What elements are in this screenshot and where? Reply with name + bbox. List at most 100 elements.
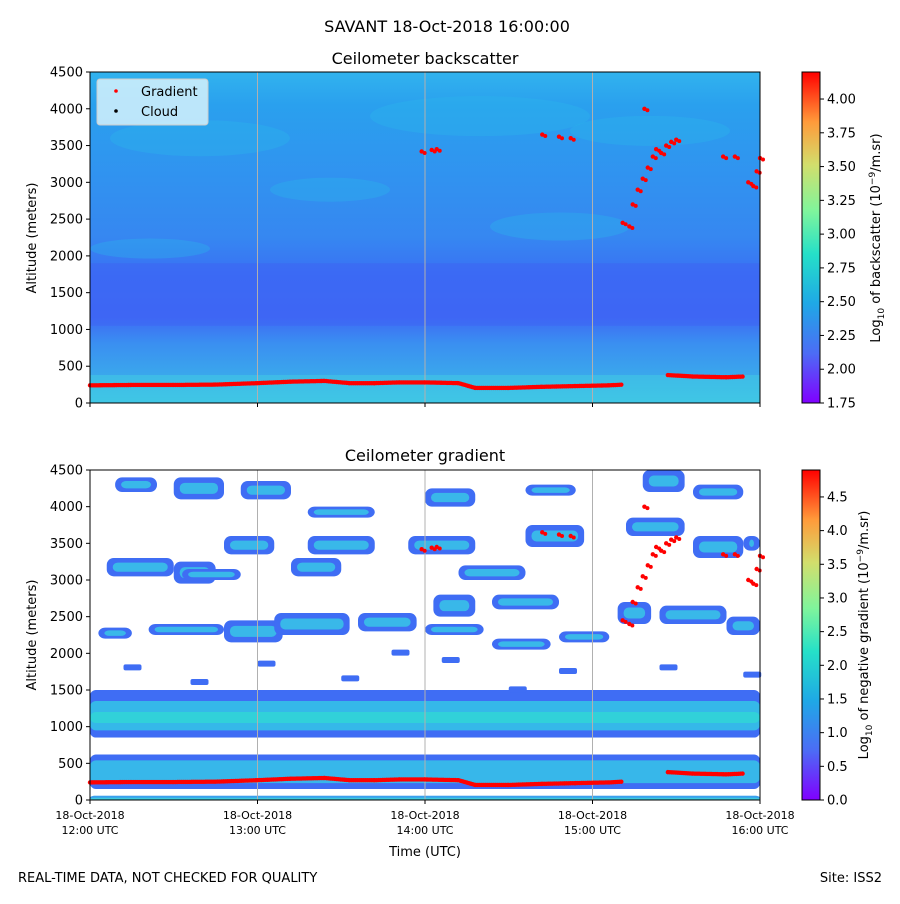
backscatter-colorbar-ticks: 1.75 2.00 2.25 2.50 2.75 3.00 3.25 3.50 3.75 4.00	[820, 93, 856, 412]
gradient-point	[735, 553, 740, 558]
colorbar-tick-label: 2.75	[827, 261, 856, 276]
colorbar-tick-label: 2.50	[827, 295, 856, 310]
gradient-xticks: 18-Oct-2018 12:00 UTC 18-Oct-2018 13:00 UTC…	[55, 800, 795, 837]
y-tick-label: 0	[75, 397, 83, 412]
y-tick-label: 3000	[50, 574, 83, 589]
gradient-gradient-points	[87, 504, 765, 788]
y-tick-label: 2000	[50, 647, 83, 662]
gradient-point	[740, 374, 745, 379]
x-tick-date: 18-Oct-2018	[223, 809, 292, 822]
gradient-patch-core	[154, 626, 218, 633]
y-tick-label: 4500	[50, 464, 83, 479]
backscatter-patch	[110, 120, 290, 157]
gradient-speckle	[341, 675, 360, 682]
gradient-patch-core	[623, 607, 646, 619]
backscatter-plot: 0 500 1000 1500 2000 2500 3000 3500 4000 4500 Alt…	[25, 66, 887, 412]
colorbar-tick-label: 1.75	[827, 397, 856, 412]
gradient-point	[619, 779, 624, 784]
gradient-point	[653, 553, 658, 558]
colorbar-tick-label: 2.5	[827, 625, 848, 640]
gradient-patch-core	[313, 509, 369, 515]
gradient-patch-core	[699, 541, 738, 553]
gradient-patch-core	[121, 481, 151, 489]
gradient-point	[623, 619, 628, 624]
gradient-patch-core	[431, 492, 470, 503]
y-tick-label: 500	[58, 757, 83, 772]
gradient-patch-core	[648, 475, 679, 487]
gradient-point	[643, 178, 648, 183]
colorbar-tick-label: 1.0	[827, 726, 848, 741]
gradient-patch-core	[699, 488, 738, 496]
gradient-point	[754, 583, 759, 588]
colorbar-tick-label: 2.0	[827, 659, 848, 674]
gradient-point	[623, 222, 628, 227]
gradient-point	[761, 555, 765, 560]
gradient-point	[638, 586, 643, 591]
gradient-patch-core	[531, 487, 570, 493]
colorbar-tick-label: 4.00	[827, 93, 856, 108]
backscatter-patch	[490, 212, 630, 241]
colorbar-tick-label: 4.0	[827, 524, 848, 539]
y-tick-label: 3500	[50, 537, 83, 552]
x-tick-time: 12:00 UTC	[61, 824, 118, 837]
gradient-point	[643, 575, 648, 580]
gradient-point	[630, 225, 635, 230]
gradient-point	[677, 536, 682, 541]
colorbar-tick-label: 3.5	[827, 558, 848, 573]
gradient-patch-core	[246, 485, 285, 495]
y-tick-label: 2500	[50, 213, 83, 228]
gradient-patch-core	[280, 618, 344, 630]
gradient-patch-core	[104, 630, 126, 636]
gradient-yticks: 0 500 1000 1500 2000 2500 3000 3500 4000 4500	[50, 464, 90, 809]
gradient-speckle	[659, 664, 678, 671]
gradient-point	[619, 382, 624, 387]
x-tick-date: 18-Oct-2018	[558, 809, 627, 822]
x-tick-time: 16:00 UTC	[731, 824, 788, 837]
gradient-ylabel: Altitude (meters)	[25, 580, 40, 691]
colorbar-tick-label: 3.00	[827, 228, 856, 243]
colorbar-tick-label: 3.75	[827, 126, 856, 141]
gradient-point	[648, 167, 653, 172]
gradient-point	[630, 623, 635, 628]
gradient-speckle	[123, 664, 142, 671]
gradient-point	[677, 139, 682, 144]
gradient-point	[560, 534, 564, 539]
gradient-patch-core	[498, 641, 545, 647]
y-tick-label: 4000	[50, 500, 83, 515]
gradient-patch-core	[431, 626, 478, 633]
gradient-point	[633, 601, 638, 606]
gradient-patch-core	[498, 598, 553, 606]
gradient-point	[754, 185, 759, 190]
gradient-speckle	[743, 671, 762, 678]
y-tick-label: 1000	[50, 323, 83, 338]
gradient-point	[740, 771, 745, 776]
y-tick-label: 1000	[50, 720, 83, 735]
gradient-point	[543, 134, 548, 139]
gradient-patch-core	[297, 562, 336, 572]
x-tick-time: 13:00 UTC	[229, 824, 286, 837]
gradient-point	[662, 550, 667, 555]
gradient-patch-core	[230, 540, 269, 550]
gradient-speckle	[257, 660, 276, 667]
y-tick-label: 3500	[50, 139, 83, 154]
gradient-point	[543, 531, 548, 536]
gradient-patch-core	[665, 610, 721, 620]
legend-cloud-label: Cloud	[141, 105, 178, 120]
gradient-point	[422, 548, 427, 553]
gradient-point	[645, 108, 650, 113]
gradient-patch-core	[565, 634, 604, 640]
gradient-xlabel: Time (UTC)	[388, 845, 461, 860]
gradient-grid	[257, 470, 593, 800]
backscatter-colorbar	[801, 71, 821, 404]
gradient-speckle	[391, 649, 410, 656]
gradient-speckle	[508, 686, 527, 693]
y-tick-label: 3000	[50, 176, 83, 191]
colorbar-tick-label: 3.25	[827, 194, 856, 209]
colorbar-tick-label: 0.0	[827, 794, 848, 809]
y-tick-label: 1500	[50, 684, 83, 699]
gradient-point	[571, 535, 576, 540]
colorbar-tick-label: 2.00	[827, 363, 856, 378]
gradient-patch-core	[179, 482, 218, 494]
gradient-point	[648, 564, 653, 569]
